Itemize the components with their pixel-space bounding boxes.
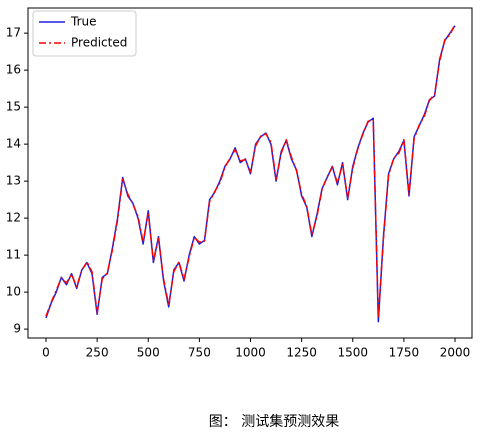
x-tick-label: 750 [188, 346, 211, 360]
series-line [45, 23, 456, 319]
y-tick-label: 10 [6, 285, 21, 299]
legend-label: Predicted [71, 36, 127, 50]
y-tick-label: 16 [6, 63, 21, 77]
y-tick-label: 17 [6, 26, 21, 40]
x-tick-label: 1000 [235, 346, 266, 360]
x-tick-label: 0 [42, 346, 50, 360]
y-tick-label: 12 [6, 211, 21, 225]
series-line [45, 25, 456, 323]
y-tick-label: 9 [13, 322, 21, 336]
legend-label: True [70, 15, 97, 29]
y-tick-label: 11 [6, 248, 21, 262]
caption: 图： 测试集预测效果 [209, 413, 339, 430]
x-tick-label: 2000 [440, 346, 471, 360]
y-tick-label: 14 [6, 137, 21, 151]
y-tick-label: 15 [6, 100, 21, 114]
x-tick-label: 1500 [337, 346, 368, 360]
x-tick-label: 250 [86, 346, 109, 360]
x-tick-label: 1750 [389, 346, 420, 360]
plot-frame [27, 7, 473, 339]
x-tick-label: 1250 [286, 346, 317, 360]
y-tick-label: 13 [6, 174, 21, 188]
x-tick-label: 500 [137, 346, 160, 360]
